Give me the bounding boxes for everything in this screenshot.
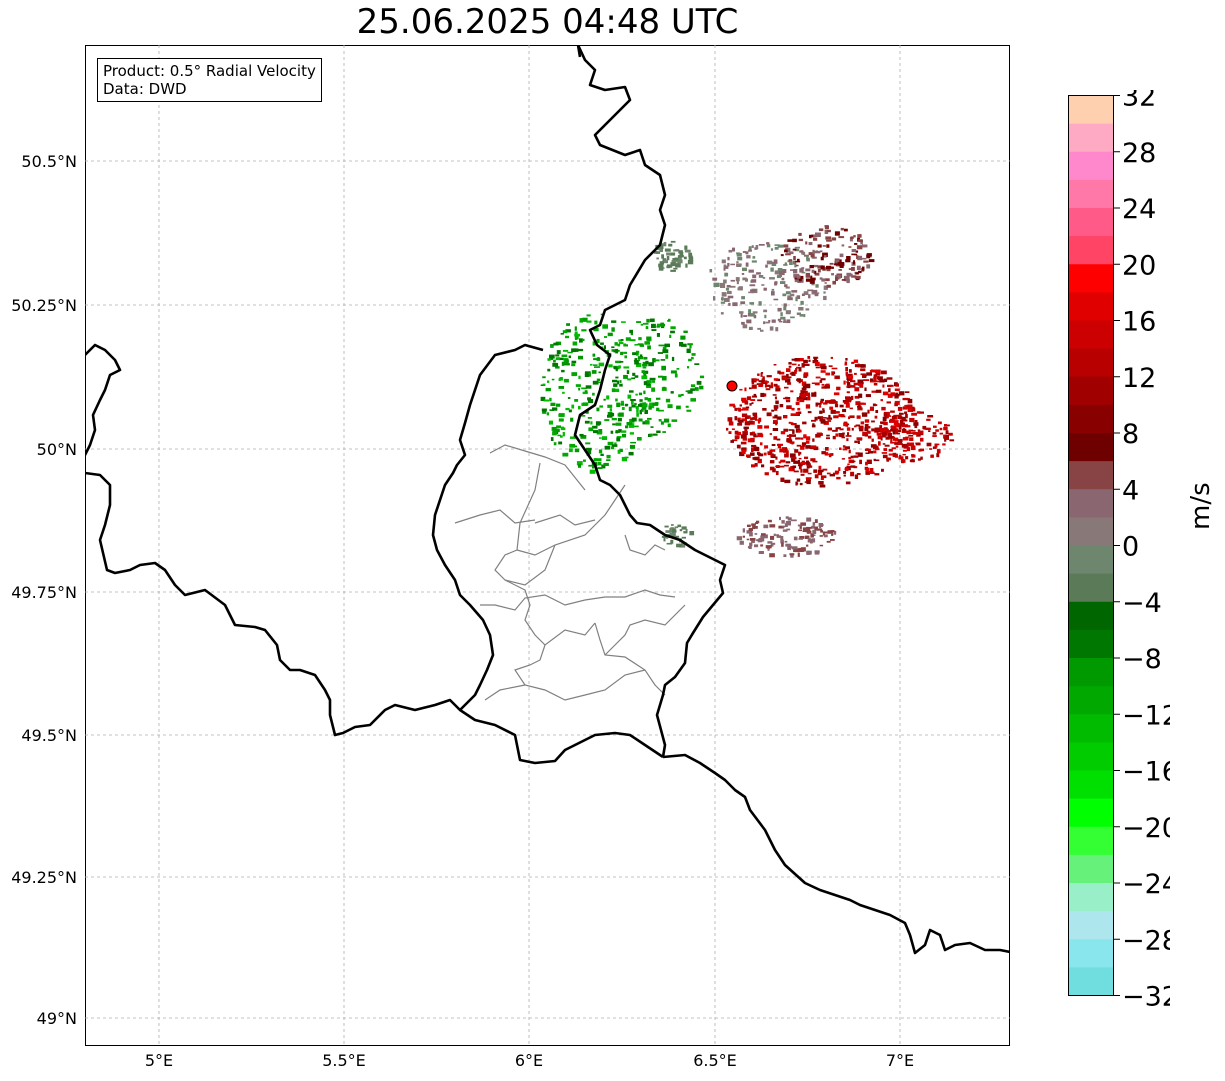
- colorbar-tick-label: −16: [1122, 757, 1170, 788]
- colorbar-tick-label: −4: [1122, 588, 1162, 619]
- colorbar-tick-label: −12: [1122, 700, 1170, 731]
- product-label: Product: 0.5° Radial Velocity: [103, 62, 316, 80]
- radar-echoes: [540, 225, 955, 558]
- colorbar-swatch: [1068, 404, 1114, 434]
- colorbar-tick-label: −24: [1122, 869, 1170, 900]
- velocity-colorbar: 32 28 24 20 16 12 8 4 0 −4 −8 −12 −16 −20 −24 −28 −32: [1068, 90, 1170, 1011]
- colorbar-swatch: [1068, 208, 1114, 237]
- colorbar-swatch: [1068, 95, 1114, 125]
- colorbar-swatch: [1068, 629, 1114, 659]
- colorbar-swatch: [1068, 967, 1114, 996]
- colorbar-ticks: 32 28 24 20 16 12 8 4 0 −4 −8 −12 −16 −20 −24 −28 −32: [1113, 90, 1170, 1011]
- colorbar-swatch: [1068, 798, 1114, 828]
- colorbar-swatch: [1068, 714, 1114, 743]
- lat-tick-label: 50°N: [37, 440, 77, 459]
- colorbar-swatch: [1068, 348, 1114, 378]
- lon-tick-label: 5.5°E: [322, 1051, 366, 1070]
- lat-tick-label: 50.5°N: [21, 152, 77, 171]
- product-info-box: Product: 0.5° Radial Velocity Data: DWD: [97, 58, 322, 102]
- colorbar-swatch: [1068, 179, 1114, 209]
- lat-tick-label: 50.25°N: [11, 296, 77, 315]
- admin-boundaries: [454, 444, 686, 701]
- colorbar-tick-label: 24: [1122, 194, 1156, 225]
- colorbar-swatch: [1068, 601, 1114, 631]
- colorbar-swatch: [1068, 770, 1114, 800]
- national-borders: [85, 45, 1010, 955]
- colorbar-swatches: [1068, 95, 1114, 996]
- colorbar-swatch: [1068, 573, 1114, 603]
- lon-tick-label: 6°E: [515, 1051, 543, 1070]
- colorbar-tick-label: 0: [1122, 532, 1139, 563]
- map-title: 25.06.2025 04:48 UTC: [356, 2, 739, 42]
- colorbar-tick-label: 4: [1122, 475, 1139, 506]
- colorbar-swatch: [1068, 151, 1114, 181]
- radar-map: [85, 45, 1010, 1046]
- colorbar-tick-label: −28: [1122, 925, 1170, 956]
- colorbar-swatch: [1068, 376, 1114, 406]
- colorbar-swatch: [1068, 517, 1114, 546]
- colorbar-swatch: [1068, 939, 1114, 968]
- colorbar-swatch: [1068, 854, 1114, 884]
- colorbar-tick-label: −8: [1122, 644, 1162, 675]
- colorbar-tick-label: 16: [1122, 307, 1156, 338]
- lat-tick-label: 49.25°N: [11, 868, 77, 887]
- lat-tick-label: 49.5°N: [21, 726, 77, 745]
- lat-tick-label: 49°N: [37, 1009, 77, 1028]
- data-source-label: Data: DWD: [103, 80, 187, 98]
- colorbar-swatch: [1068, 320, 1114, 350]
- graticule-grid: [85, 45, 1010, 1046]
- lon-tick-label: 6.5°E: [693, 1051, 737, 1070]
- colorbar-tick-label: 28: [1122, 138, 1156, 169]
- colorbar-unit-label: m/s: [1186, 482, 1216, 530]
- colorbar-swatch: [1068, 292, 1114, 321]
- colorbar-swatch: [1068, 461, 1114, 490]
- colorbar-swatch: [1068, 489, 1114, 518]
- colorbar-swatch: [1068, 742, 1114, 771]
- lon-tick-label: 7°E: [886, 1051, 914, 1070]
- colorbar-swatch: [1068, 264, 1114, 293]
- colorbar-tick-label: −32: [1122, 982, 1170, 1011]
- colorbar-swatch: [1068, 883, 1114, 912]
- colorbar-swatch: [1068, 433, 1114, 462]
- lat-tick-label: 49.75°N: [11, 583, 77, 602]
- colorbar-swatch: [1068, 545, 1114, 575]
- colorbar-swatch: [1068, 911, 1114, 940]
- colorbar-swatch: [1068, 826, 1114, 856]
- colorbar-tick-label: −20: [1122, 813, 1170, 844]
- colorbar-tick-label: 8: [1122, 419, 1139, 450]
- radar-site-marker: [726, 380, 738, 392]
- colorbar-swatch: [1068, 686, 1114, 715]
- colorbar-swatch: [1068, 658, 1114, 687]
- colorbar-tick-label: 32: [1122, 90, 1156, 113]
- colorbar-swatch: [1068, 123, 1114, 153]
- colorbar-swatch: [1068, 236, 1114, 265]
- colorbar-tick-label: 20: [1122, 250, 1156, 281]
- lon-tick-label: 5°E: [145, 1051, 173, 1070]
- colorbar-tick-label: 12: [1122, 363, 1156, 394]
